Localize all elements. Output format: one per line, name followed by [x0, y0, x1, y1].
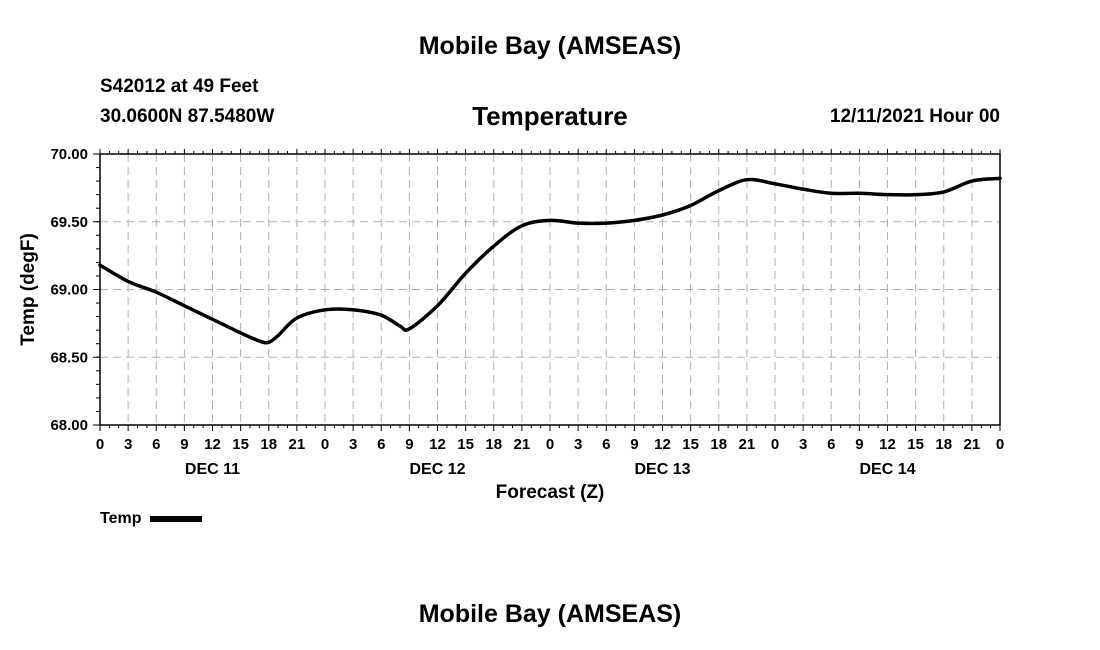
x-tick-label: 6 — [827, 436, 835, 453]
x-tick-label: 15 — [907, 436, 924, 453]
x-tick-label: 21 — [739, 436, 756, 453]
x-tick-label: 9 — [180, 436, 188, 453]
x-tick-label: 0 — [996, 436, 1004, 453]
x-tick-label: 15 — [232, 436, 249, 453]
plot-frame — [99, 153, 1001, 426]
x-tick-label: 3 — [349, 436, 357, 453]
x-tick-label: 6 — [152, 436, 160, 453]
x-tick-label: 3 — [799, 436, 807, 453]
station-label: S42012 at 49 Feet — [100, 76, 259, 97]
forecast-datetime: 12/11/2021 Hour 00 — [829, 106, 1000, 127]
x-tick-label: 21 — [289, 436, 306, 453]
x-tick-label: 12 — [204, 436, 221, 453]
x-tick-label: 0 — [321, 436, 329, 453]
x-tick-label: 0 — [96, 436, 104, 453]
y-tick-label: 69.00 — [50, 282, 88, 299]
x-tick-label: 9 — [405, 436, 413, 453]
y-tick-label: 68.50 — [50, 349, 88, 366]
day-label: DEC 14 — [859, 461, 915, 478]
x-tick-label: 0 — [771, 436, 779, 453]
day-label: DEC 11 — [185, 461, 240, 478]
x-tick-label: 15 — [682, 436, 699, 453]
y-tick-label: 68.00 — [50, 417, 88, 434]
x-tick-label: 15 — [457, 436, 474, 453]
day-label: DEC 13 — [634, 461, 690, 478]
series-line-temp — [98, 176, 1002, 345]
x-tick-label: 18 — [710, 436, 727, 453]
x-tick-label: 18 — [485, 436, 502, 453]
chart-title: Mobile Bay (AMSEAS) — [418, 32, 682, 60]
x-tick-label: 3 — [574, 436, 582, 453]
x-axis-label: Forecast (Z) — [495, 482, 605, 503]
chart-subtitle: Temperature — [472, 101, 628, 131]
y-tick-label: 70.00 — [50, 146, 88, 163]
x-tick-label: 9 — [630, 436, 638, 453]
x-tick-label: 9 — [855, 436, 863, 453]
x-tick-label: 12 — [429, 436, 446, 453]
day-label: DEC 12 — [409, 461, 465, 478]
second-chart-title: Mobile Bay (AMSEAS) — [418, 600, 682, 628]
x-tick-label: 3 — [124, 436, 132, 453]
x-tick-label: 18 — [260, 436, 277, 453]
x-tick-label: 12 — [879, 436, 896, 453]
coordinates-label: 30.0600N 87.5480W — [100, 106, 275, 127]
x-tick-label: 6 — [602, 436, 610, 453]
legend-label-temp: Temp — [100, 510, 142, 527]
x-tick-label: 0 — [546, 436, 554, 453]
x-tick-label: 21 — [964, 436, 981, 453]
y-axis-label: Temp (degF) — [18, 233, 39, 346]
legend-swatch-temp — [150, 516, 203, 522]
x-tick-label: 6 — [377, 436, 385, 453]
x-tick-label: 12 — [654, 436, 671, 453]
x-tick-label: 18 — [935, 436, 952, 453]
x-tick-label: 21 — [514, 436, 531, 453]
y-tick-label: 69.50 — [50, 214, 88, 231]
legend: Temp — [100, 510, 203, 528]
